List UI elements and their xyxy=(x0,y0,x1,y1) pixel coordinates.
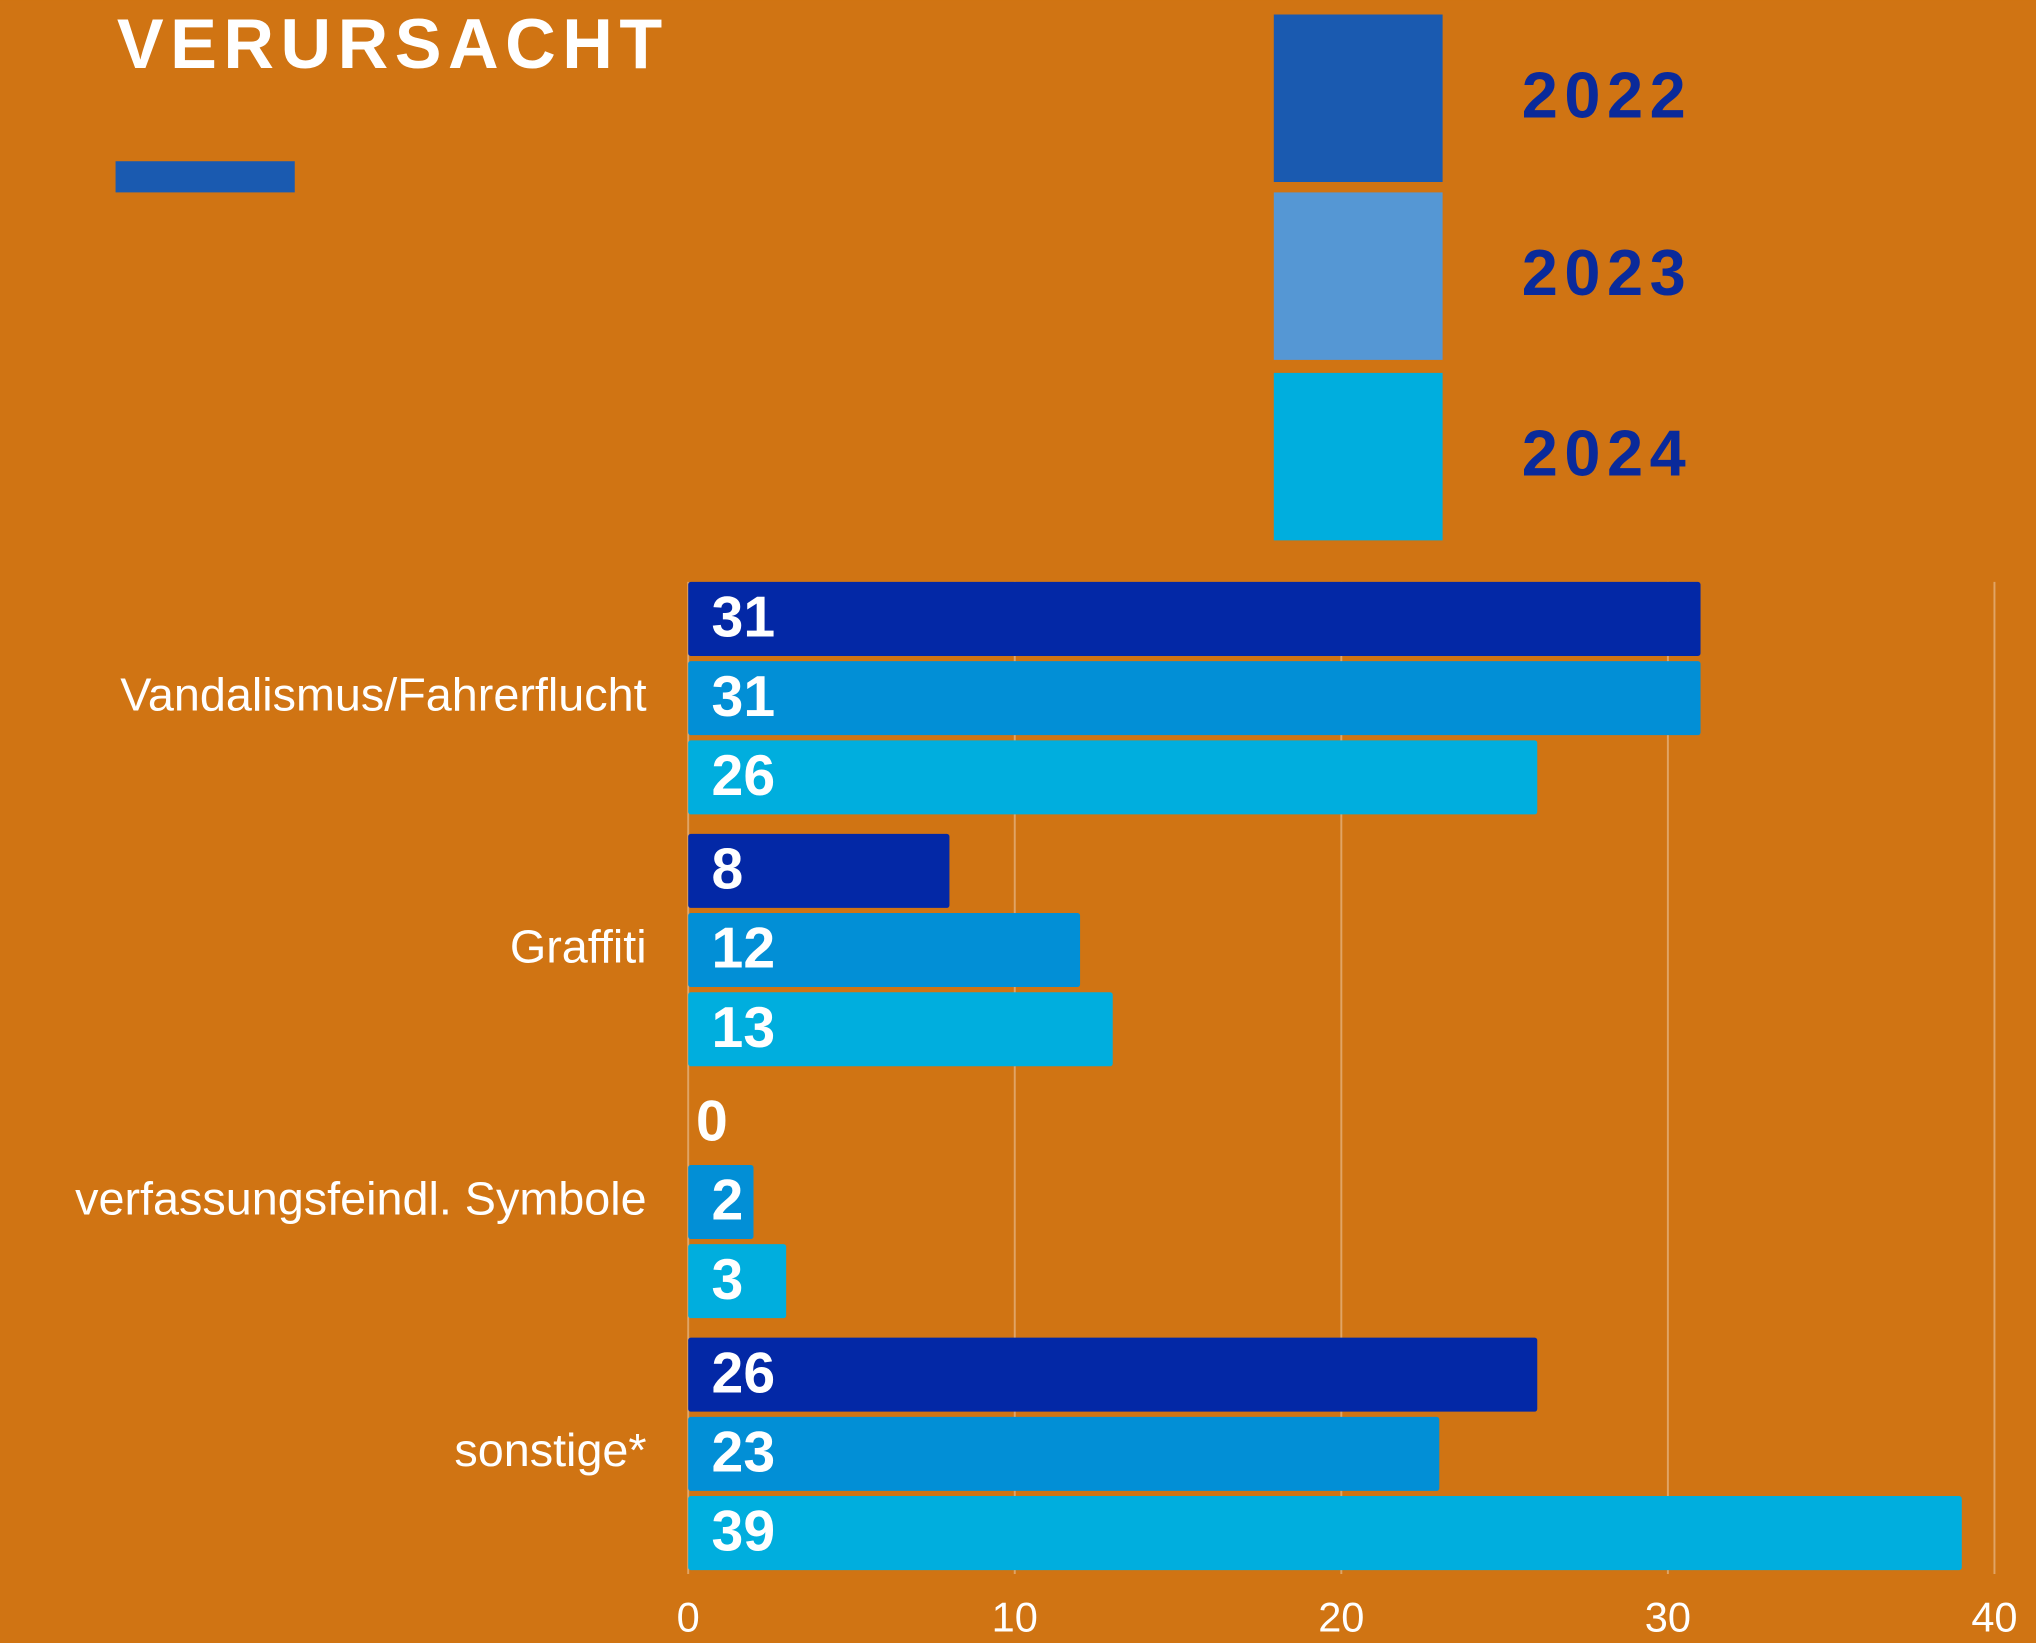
value-label: 31 xyxy=(712,665,776,729)
legend-swatch xyxy=(1273,372,1443,541)
bar xyxy=(688,1496,1962,1571)
value-label: 0 xyxy=(696,1089,728,1153)
y-tick-label: Vandalismus/Fahrerflucht xyxy=(120,668,646,720)
bar xyxy=(688,1337,1538,1412)
value-label: 13 xyxy=(712,996,776,1060)
bar xyxy=(688,581,1701,656)
bar xyxy=(688,661,1701,736)
chart-title: VERURSACHT xyxy=(117,5,669,83)
x-tick-label: 0 xyxy=(677,1594,700,1641)
x-tick-label: 10 xyxy=(992,1594,1038,1641)
legend-swatch xyxy=(1273,192,1443,360)
x-tick-label: 40 xyxy=(1971,1594,2017,1641)
value-label: 12 xyxy=(712,917,776,981)
title-underline xyxy=(115,161,295,193)
legend-label: 2023 xyxy=(1522,236,1692,309)
value-label: 8 xyxy=(712,838,744,902)
bar xyxy=(688,1244,787,1319)
legend-swatch xyxy=(1273,14,1443,183)
value-label: 23 xyxy=(712,1421,776,1485)
bar xyxy=(688,740,1538,815)
value-label: 3 xyxy=(712,1248,744,1312)
value-label: 31 xyxy=(712,586,776,650)
value-label: 39 xyxy=(712,1500,776,1564)
y-tick-label: Graffiti xyxy=(510,920,647,972)
x-tick-label: 30 xyxy=(1645,1594,1691,1641)
x-tick-label: 20 xyxy=(1318,1594,1364,1641)
bar xyxy=(688,992,1113,1067)
value-label: 26 xyxy=(712,1341,776,1405)
bar xyxy=(688,1164,754,1239)
bar xyxy=(688,1416,1440,1491)
bar xyxy=(688,833,950,908)
y-tick-label: sonstige* xyxy=(454,1424,646,1476)
legend-label: 2024 xyxy=(1522,417,1692,490)
value-label: 26 xyxy=(712,744,776,808)
legend-label: 2022 xyxy=(1522,58,1692,131)
bar xyxy=(688,913,1081,988)
value-label: 2 xyxy=(712,1169,744,1233)
y-tick-label: verfassungsfeindl. Symbole xyxy=(75,1172,647,1224)
